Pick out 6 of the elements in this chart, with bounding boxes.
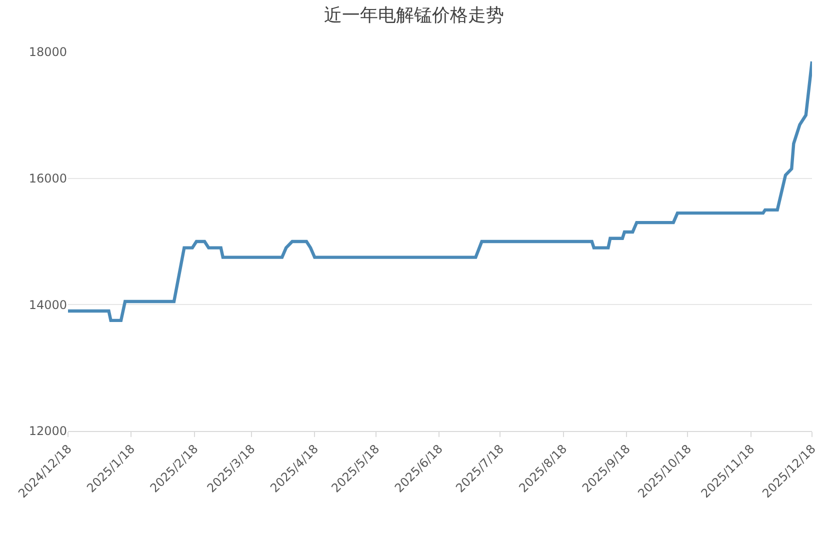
line-series (68, 60, 812, 322)
y-tick-label: 12000 (28, 424, 67, 438)
y-tick-label: 16000 (28, 172, 67, 186)
y-tick-label: 14000 (28, 298, 67, 312)
y-tick-label: 18000 (28, 45, 67, 60)
chart-title: 近一年电解锰价格走势 (324, 4, 504, 26)
